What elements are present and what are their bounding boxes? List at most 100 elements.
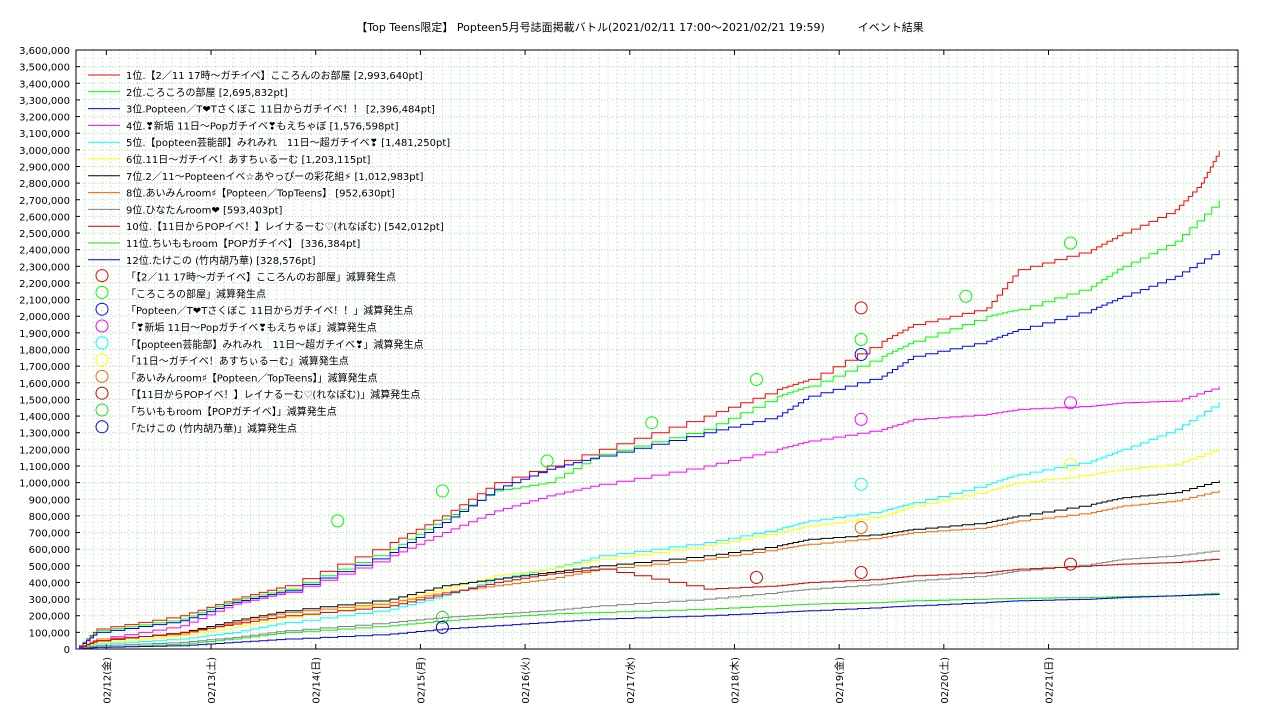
legend-item-2: 2位.ころころの部屋 [2,695,832pt]: [126, 86, 288, 99]
legend-item-9: 9位.ひなたんroom❤ [593,403pt]: [126, 203, 282, 216]
drop-points-layer: [331, 236, 1078, 634]
drop-point-marker: [645, 416, 659, 430]
legend-item-6: 6位.11日～ガチイベ！あすちぃるーむ [1,203,115pt]: [126, 153, 371, 166]
series-line-8: [76, 490, 1220, 650]
legend-drop-item-10: 「たけこの (竹内胡乃華)」減算発生点: [126, 422, 297, 435]
legend-drop-item-1: 「【2／11 17時～ガチイベ】こころんのお部屋」減算発生点: [126, 271, 396, 284]
y-tick-label: 2,000,000: [19, 312, 70, 323]
legend-item-7: 7位.2／11～Popteenイベ☆あやっぴーの彩花組⚡ [1,012,983p…: [126, 170, 424, 183]
drop-point-marker: [854, 333, 868, 347]
legend-drop-item-8: 「【11日からPOPイベ！】レイナるーむ♡(れなぽむ)」減算発生点: [126, 388, 420, 401]
legend-item-12: 12位.たけこの (竹内胡乃華) [328,576pt]: [126, 254, 316, 267]
legend-drop-marker: [95, 285, 109, 299]
y-tick-label: 400,000: [29, 578, 70, 589]
legend-item-11: 11位.ちいももroom【POPガチイベ】 [336,384pt]: [126, 237, 360, 250]
legend-item-1: 1位.【2／11 17時～ガチイベ】こころんのお部屋 [2,993,640pt]: [126, 69, 423, 82]
y-tick-label: 2,100,000: [19, 296, 70, 307]
legend-drop-marker: [95, 319, 109, 333]
x-tick-label: 02/14(日): [312, 657, 323, 704]
drop-point-marker: [854, 301, 868, 315]
legend-drop-item-9: 「ちいももroom【POPガチイベ】」減算発生点: [126, 405, 337, 418]
legend-item-10: 10位.【11日からPOPイベ！】レイナるーむ♡(れなぽむ) [542,012p…: [126, 220, 444, 233]
series-line-9: [76, 550, 1220, 650]
legend-drop-marker: [95, 420, 109, 434]
series-line-7: [76, 480, 1220, 650]
y-tick-label: 3,600,000: [19, 46, 70, 57]
y-tick-label: 3,300,000: [19, 96, 70, 107]
series-layer: [76, 150, 1220, 650]
drop-point-marker: [1064, 457, 1078, 471]
y-tick-label: 500,000: [29, 562, 70, 573]
y-tick-label: 600,000: [29, 545, 70, 556]
y-tick-label: 3,100,000: [19, 129, 70, 140]
legend-drop-item-2: 「ころころの部屋」減算発生点: [126, 287, 266, 300]
axis-layer: 0 100,000 200,000 300,000 400,000 500,000 600,…: [19, 46, 1239, 704]
y-tick-label: 2,600,000: [19, 212, 70, 223]
drop-point-marker: [435, 610, 449, 624]
legend-drop-item-7: 「あいみんroom♯【Popteen／TopTeens】」減算発生点: [126, 371, 378, 384]
y-tick-label: 2,800,000: [19, 179, 70, 190]
y-tick-label: 200,000: [29, 612, 70, 623]
series-line-5: [76, 402, 1220, 650]
drop-point-marker: [854, 565, 868, 579]
x-tick-label: 02/13(土): [205, 657, 218, 704]
y-tick-label: 1,800,000: [19, 346, 70, 357]
drop-point-marker: [435, 484, 449, 498]
drop-point-marker: [435, 620, 449, 634]
y-tick-label: 1,300,000: [19, 429, 70, 440]
y-tick-label: 3,200,000: [19, 113, 70, 124]
y-tick-label: 1,700,000: [19, 362, 70, 373]
legend-drop-marker: [95, 302, 109, 316]
y-tick-label: 1,600,000: [19, 379, 70, 390]
y-tick-label: 3,500,000: [19, 63, 70, 74]
legend-item-4: 4位.❣新垢 11日～Popガチイベ❣もえちゃぼ [1,576,598pt]: [126, 119, 399, 132]
y-tick-label: 1,000,000: [19, 479, 70, 490]
drop-point-marker: [959, 289, 973, 303]
y-tick-label: 700,000: [29, 529, 70, 540]
y-tick-label: 1,200,000: [19, 445, 70, 456]
legend-drop-item-5: 「【popteen芸能部】みれみれ 11日～超ガチイベ❣」減算発生点: [126, 338, 423, 351]
series-line-2: [76, 200, 1220, 650]
legend-item-5: 5位.【popteen芸能部】みれみれ 11日～超ガチイベ❣ [1,481,25…: [126, 136, 450, 149]
legend-item-8: 8位.あいみんroom♯【Popteen／TopTeens】 [952,630p…: [126, 187, 395, 200]
y-tick-label: 1,100,000: [19, 462, 70, 473]
y-tick-label: 2,500,000: [19, 229, 70, 240]
x-tick-label: 02/16(火): [520, 657, 532, 704]
series-line-6: [76, 448, 1220, 650]
y-tick-label: 2,700,000: [19, 196, 70, 207]
series-line-3: [76, 250, 1220, 650]
series-line-12: [76, 594, 1220, 650]
legend-item-3: 3位.Popteen／T❤Tさくぼこ 11日からガチイベ！！ [2,396,48…: [126, 103, 435, 116]
drop-point-marker: [749, 570, 763, 584]
y-tick-label: 2,200,000: [19, 279, 70, 290]
series-line-10: [76, 558, 1220, 650]
y-tick-label: 100,000: [29, 628, 70, 639]
y-tick-label: 800,000: [29, 512, 70, 523]
y-tick-label: 1,900,000: [19, 329, 70, 340]
y-tick-label: 2,900,000: [19, 162, 70, 173]
y-tick-label: 2,300,000: [19, 262, 70, 273]
y-tick-label: 0: [64, 645, 70, 656]
legend-drop-marker: [95, 336, 109, 350]
drop-point-marker: [749, 372, 763, 386]
drop-point-marker: [1064, 396, 1078, 410]
legend-drop-marker: [95, 369, 109, 383]
legend-drop-item-6: 「11日～ガチイベ！あすちぃるーむ」減算発生点: [126, 355, 349, 368]
drop-point-marker: [331, 514, 345, 528]
series-line-11: [76, 593, 1220, 650]
drop-point-marker: [1064, 236, 1078, 250]
y-tick-label: 1,400,000: [19, 412, 70, 423]
drop-point-marker: [854, 521, 868, 535]
x-tick-label: 02/17(水): [625, 657, 637, 704]
x-tick-label: 02/21(日): [1045, 657, 1056, 704]
y-tick-label: 300,000: [29, 595, 70, 606]
x-tick-label: 02/19(金): [833, 657, 846, 704]
legend-drop-marker: [95, 353, 109, 367]
series-line-1: [76, 150, 1220, 650]
x-tick-label: 02/15(月): [415, 657, 427, 704]
legend-drop-marker: [95, 403, 109, 417]
y-tick-label: 3,000,000: [19, 146, 70, 157]
y-tick-label: 900,000: [29, 495, 70, 506]
x-tick-label: 02/12(金): [100, 657, 113, 704]
